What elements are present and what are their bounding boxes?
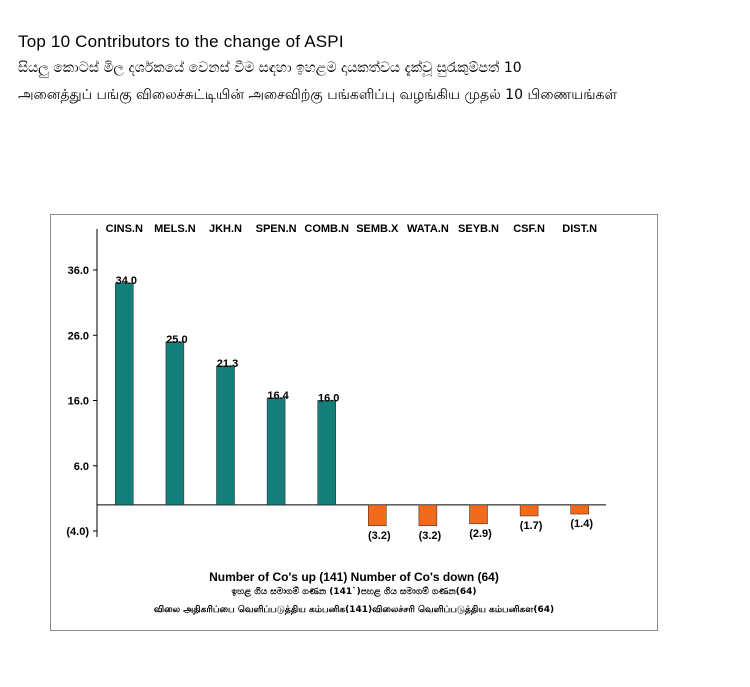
bar [469, 504, 488, 525]
category-label: SEYB.N [458, 223, 499, 235]
bar [266, 397, 286, 506]
category-label: DIST.N [562, 223, 597, 235]
data-label: 34.0 [116, 275, 137, 287]
category-label: CINS.N [106, 223, 143, 235]
data-label: (2.9) [469, 528, 492, 540]
data-label: 16.4 [267, 390, 289, 402]
subtitle-sinhala: සියලු කොටස් මිල දර්ශකයේ වෙනස් වීම සඳහා ඉ… [18, 60, 522, 76]
bar [216, 365, 235, 506]
category-label: WATA.N [407, 223, 449, 235]
bar [418, 504, 438, 527]
y-tick-label: 6.0 [74, 461, 89, 473]
y-tick-label: (4.0) [66, 526, 89, 538]
bar [519, 504, 539, 517]
category-label: JKH.N [209, 223, 242, 235]
category-label: SPEN.N [256, 223, 297, 235]
y-tick-label: 36.0 [68, 265, 89, 277]
bar [570, 504, 589, 515]
category-label: COMB.N [304, 223, 349, 235]
data-label: (3.2) [419, 530, 442, 542]
chart-frame: 36.0 26.0 16.0 6.0 (4.0) CINS.N 34.0 MELS.N 25.0… [50, 214, 658, 631]
data-label: (1.7) [520, 520, 543, 532]
bar [317, 400, 336, 506]
subtitle-tamil: அனைத்துப் பங்கு விலைச்சுட்டியின் அசைவிற்… [18, 87, 618, 103]
category-label: CSF.N [513, 223, 545, 235]
bar [368, 504, 387, 527]
y-tick-label: 16.0 [68, 396, 89, 408]
y-tick-label: 26.0 [68, 330, 89, 342]
data-label: (1.4) [570, 518, 593, 530]
page-title: Top 10 Contributors to the change of ASP… [18, 32, 344, 51]
bar [115, 282, 134, 506]
data-label: 25.0 [166, 334, 187, 346]
data-label: (3.2) [368, 530, 391, 542]
footer-sinhala-counts: ඉහළ ගිය සමාගම් ගණන (141`)පහළ ගිය සමාගම් … [231, 587, 477, 597]
footer-tamil-counts: விலை அதிகரிப்பை வெளிப்படுத்திய கம்பனிக(1… [153, 605, 555, 615]
footer-up-down-counts: Number of Co's up (141) Number of Co's d… [209, 570, 499, 584]
category-label: SEMB.X [356, 223, 399, 235]
category-label: MELS.N [154, 223, 196, 235]
data-label: 16.0 [318, 393, 339, 405]
bar-chart: 36.0 26.0 16.0 6.0 (4.0) CINS.N 34.0 MELS.N 25.0… [66, 223, 606, 542]
data-label: 21.3 [217, 358, 238, 370]
bar [165, 341, 185, 506]
